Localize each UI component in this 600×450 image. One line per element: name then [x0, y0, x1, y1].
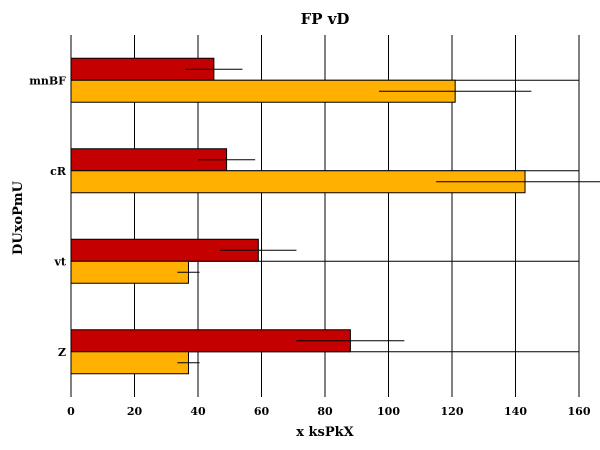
bar-series-2-vt — [70, 260, 189, 284]
x-tick-label: 120 — [441, 405, 464, 418]
y-tick-labels: mnBF cR vt Z — [29, 74, 67, 359]
x-tick-label: 0 — [67, 405, 75, 418]
y-tick-label: cR — [50, 165, 67, 178]
x-tick-label: 80 — [317, 405, 333, 418]
chart-title: FP vD — [301, 10, 350, 28]
bars — [70, 57, 526, 375]
x-tick-label: 60 — [254, 405, 270, 418]
x-tick-label: 160 — [568, 405, 591, 418]
y-tick-label: Z — [58, 346, 66, 359]
bar-series-2-Z — [70, 351, 189, 375]
x-tick-labels: 0 20 40 60 80 100 120 140 160 — [67, 405, 591, 418]
x-tick-label: 40 — [190, 405, 206, 418]
x-tick-label: 140 — [504, 405, 527, 418]
y-tick-label: mnBF — [29, 74, 66, 87]
y-tick-label: vt — [54, 255, 67, 268]
x-axis-label: x ksPkX — [296, 425, 354, 440]
x-tick-label: 100 — [377, 405, 400, 418]
error-bars — [177, 68, 600, 364]
x-tick-label: 20 — [127, 405, 143, 418]
y-axis-label: DUxoPmU — [11, 180, 26, 255]
